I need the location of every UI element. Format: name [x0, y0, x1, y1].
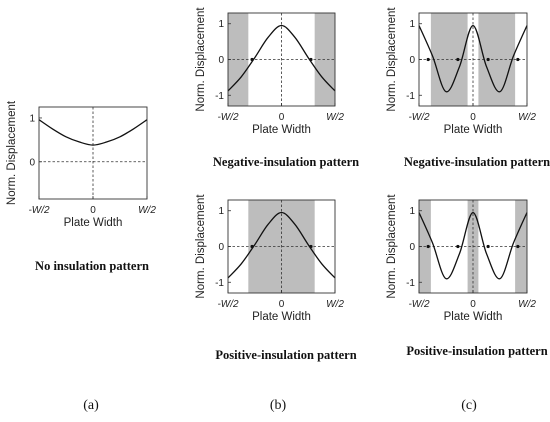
- y-axis-label: Norm. Displacement: [386, 194, 398, 299]
- x-tick-label: W/2: [326, 299, 344, 310]
- x-tick-label: 0: [470, 299, 476, 310]
- panel-letter: (c): [461, 398, 477, 413]
- x-tick-label: -W/2: [217, 299, 239, 310]
- displacement-curve: [418, 24, 528, 93]
- node-point: [456, 244, 460, 249]
- y-axis-label: Norm. Displacement: [6, 100, 18, 205]
- x-tick-label: 0: [279, 299, 285, 310]
- y-tick-label: 0: [29, 157, 35, 168]
- chart-panel-2: -W/2 0 W/2 -1 0 1 Plate Width Norm. Displacemen…: [195, 7, 359, 169]
- node-point: [456, 57, 460, 62]
- y-tick-label: 0: [409, 242, 415, 253]
- y-tick-label: -1: [215, 91, 224, 102]
- y-axis-label: Norm. Displacement: [195, 7, 207, 112]
- x-tick-label: -W/2: [217, 112, 239, 123]
- x-tick-label: -W/2: [28, 205, 50, 216]
- node-point: [309, 57, 313, 62]
- node-point: [516, 244, 520, 249]
- x-axis-label: Plate Width: [252, 311, 311, 323]
- panel-letter: (a): [83, 398, 99, 413]
- y-tick-label: 0: [218, 55, 224, 66]
- y-tick-label: 0: [218, 242, 224, 253]
- panel-caption: Negative-insulation pattern: [404, 155, 550, 169]
- displacement-curve: [227, 211, 336, 279]
- x-axis-label: Plate Width: [252, 124, 311, 136]
- node-point: [486, 244, 490, 249]
- y-tick-label: 1: [218, 19, 224, 30]
- node-point: [426, 57, 430, 62]
- x-tick-label: W/2: [518, 299, 536, 310]
- displacement-curve: [418, 211, 528, 280]
- chart-panel-4: -W/2 0 W/2 -1 0 1 Plate Width Norm. Displacemen…: [195, 194, 357, 362]
- y-axis-label: Norm. Displacement: [195, 194, 207, 299]
- panel-caption: Positive-insulation pattern: [406, 344, 547, 358]
- x-axis-label: Plate Width: [444, 124, 503, 136]
- chart-panel-3: -W/2 0 W/2 -1 0 1 Plate Width Norm. Displacemen…: [386, 7, 550, 169]
- x-tick-label: W/2: [326, 112, 344, 123]
- x-tick-label: W/2: [138, 205, 156, 216]
- x-axis-label: Plate Width: [444, 311, 503, 323]
- y-tick-label: 0: [409, 55, 415, 66]
- x-tick-label: W/2: [518, 112, 536, 123]
- panel-caption: No insulation pattern: [35, 259, 149, 273]
- y-tick-label: -1: [215, 278, 224, 289]
- x-axis-label: Plate Width: [64, 217, 123, 229]
- node-point: [486, 57, 490, 62]
- displacement-curve: [227, 24, 336, 92]
- y-axis-label: Norm. Displacement: [386, 7, 398, 112]
- y-tick-label: 1: [218, 206, 224, 217]
- y-tick-label: 1: [409, 19, 415, 30]
- x-tick-label: -W/2: [408, 112, 430, 123]
- y-tick-label: 1: [409, 206, 415, 217]
- panel-caption: Positive-insulation pattern: [215, 348, 356, 362]
- y-tick-label: -1: [406, 91, 415, 102]
- x-tick-label: 0: [470, 112, 476, 123]
- y-tick-label: -1: [406, 278, 415, 289]
- node-point: [250, 244, 254, 249]
- x-tick-label: 0: [279, 112, 285, 123]
- chart-panel-5: -W/2 0 W/2 -1 0 1 Plate Width Norm. Displacemen…: [386, 194, 548, 358]
- panel-caption: Negative-insulation pattern: [213, 155, 359, 169]
- node-point: [309, 244, 313, 249]
- x-tick-label: -W/2: [408, 299, 430, 310]
- panel-letter: (b): [270, 398, 287, 413]
- chart-panel-1: -W/2 0 W/2 0 1 Plate Width Norm. Displacement N…: [6, 100, 156, 273]
- node-point: [426, 244, 430, 249]
- node-point: [250, 57, 254, 62]
- x-tick-label: 0: [90, 205, 96, 216]
- node-point: [516, 57, 520, 62]
- shaded-region: [515, 200, 527, 293]
- displacement-curve: [38, 119, 148, 146]
- y-tick-label: 1: [29, 113, 35, 124]
